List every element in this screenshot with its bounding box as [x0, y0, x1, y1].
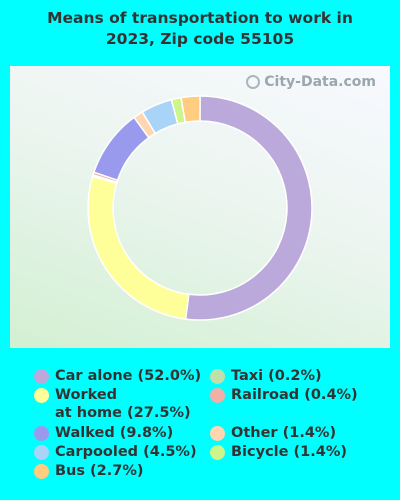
watermark-text: City-Data.com — [264, 74, 376, 90]
donut-slice-1[interactable] — [87, 175, 190, 320]
donut-slice-8[interactable] — [180, 95, 201, 124]
magnifier-icon — [246, 75, 261, 89]
chart-title-line-2: 2023, Zip code 55105 — [105, 30, 295, 48]
chart-title: Means of transportation to work in 2023,… — [0, 8, 400, 50]
watermark: City-Data.com — [246, 74, 376, 90]
chart-title-line-1: Means of transportation to work in — [47, 9, 353, 27]
donut-slice-0[interactable] — [184, 95, 313, 321]
